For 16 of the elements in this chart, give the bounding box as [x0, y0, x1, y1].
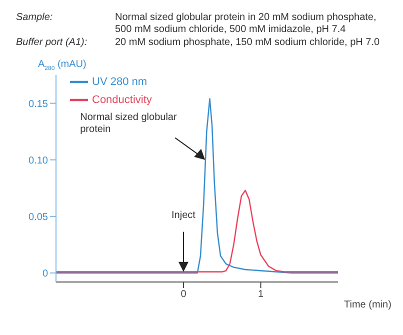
x-tick-label: 1 [258, 289, 264, 300]
text: Normal sized globular protein in 20 mM sodium phosphate, 500 mM sodium chloride, 500 mM imidazole, pH 7.4 [115, 12, 378, 36]
text: Buffer port (A1): [16, 37, 88, 49]
x-axis-title: Time (min) [344, 300, 392, 311]
y-tick-label: 0 [42, 268, 48, 280]
y-tick-label: 0.05 [28, 212, 48, 223]
y-tick-label: 0.15 [28, 98, 48, 110]
y-tick-label: 0.10 [28, 155, 48, 166]
line-series [56, 190, 338, 272]
text: 20 mM sodium phosphate, 150 mM sodium chloride, pH 7.0 [115, 37, 381, 49]
annotation: Inject [172, 210, 196, 221]
annotation: Normal sized globular protein [80, 112, 178, 136]
text: Sample: [16, 12, 54, 25]
legend-label: Conductivity [92, 94, 152, 106]
legend-label: UV 280 nm [92, 76, 148, 88]
y-axis-title: A$_{280}$ (mAU) [38, 59, 86, 72]
